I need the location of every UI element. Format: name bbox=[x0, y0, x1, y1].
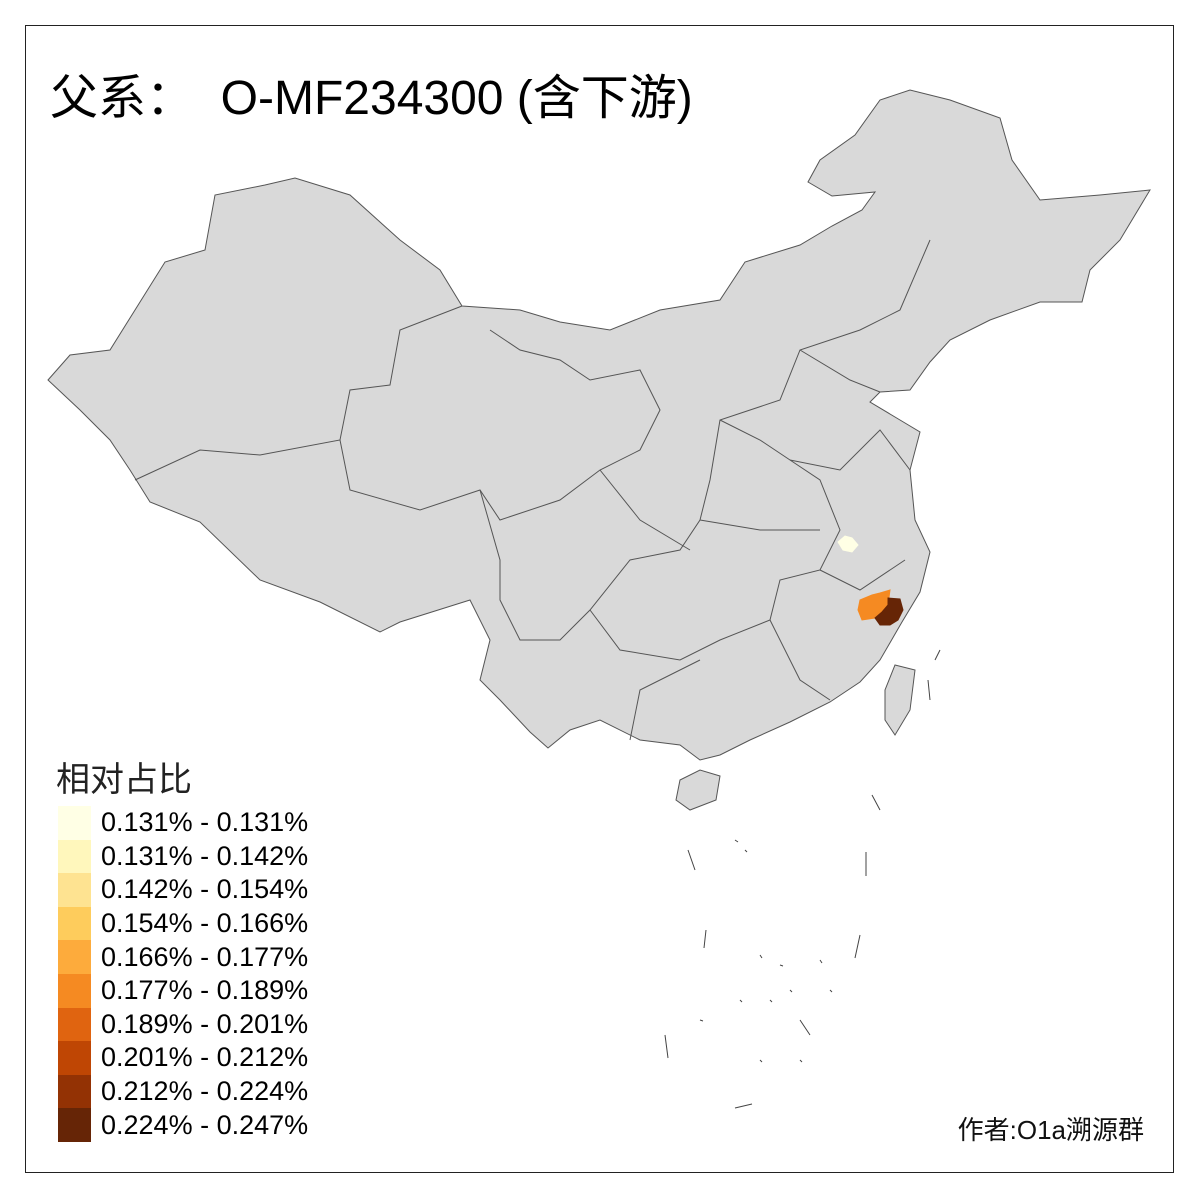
legend-item: 0.131% - 0.131% bbox=[58, 806, 308, 840]
map-title: 父系： O-MF234300 (含下游) bbox=[50, 72, 693, 125]
region-0131 bbox=[837, 535, 859, 553]
legend-item: 0.177% - 0.189% bbox=[58, 974, 308, 1008]
legend-label: 0.177% - 0.189% bbox=[101, 975, 309, 1006]
legend-label: 0.212% - 0.224% bbox=[101, 1076, 309, 1107]
legend-swatch bbox=[58, 839, 91, 874]
legend-swatch bbox=[58, 806, 91, 840]
legend-swatch bbox=[58, 1041, 91, 1075]
legend-label: 0.224% - 0.247% bbox=[101, 1109, 309, 1140]
province-borders bbox=[134, 239, 931, 741]
legend-label: 0.201% - 0.212% bbox=[101, 1042, 309, 1073]
legend-swatch bbox=[58, 906, 91, 941]
legend-item: 0.142% - 0.154% bbox=[58, 873, 308, 907]
legend-swatch bbox=[58, 1074, 91, 1109]
legend-swatch bbox=[58, 974, 91, 1008]
south-sea-islands bbox=[664, 649, 941, 1109]
plot-frame bbox=[25, 25, 1174, 1173]
mainland-china bbox=[47, 89, 1151, 761]
legend-label: 0.166% - 0.177% bbox=[101, 941, 309, 972]
legend-label: 0.154% - 0.166% bbox=[101, 908, 309, 939]
legend-swatch bbox=[58, 1007, 91, 1042]
legend-item: 0.201% - 0.212% bbox=[58, 1041, 308, 1075]
legend-item: 0.224% - 0.247% bbox=[58, 1108, 308, 1142]
legend-label: 0.131% - 0.131% bbox=[101, 807, 309, 838]
author-credit: 作者:O1a溯源群 bbox=[957, 1115, 1144, 1145]
legend-item: 0.154% - 0.166% bbox=[58, 906, 309, 941]
hainan-island bbox=[675, 769, 721, 811]
legend-label: 0.142% - 0.154% bbox=[101, 874, 309, 905]
legend-label: 0.189% - 0.201% bbox=[101, 1008, 309, 1039]
legend-swatch bbox=[58, 940, 91, 974]
legend-swatch bbox=[58, 873, 91, 907]
legend-label: 0.131% - 0.142% bbox=[101, 840, 309, 871]
region-0224-0247 bbox=[874, 597, 904, 626]
legend-item: 0.166% - 0.177% bbox=[58, 940, 308, 974]
legend-title: 相对占比 bbox=[56, 761, 192, 799]
legend-swatch bbox=[58, 1108, 91, 1142]
legend-item: 0.189% - 0.201% bbox=[58, 1007, 309, 1042]
legend-item: 0.131% - 0.142% bbox=[58, 839, 309, 874]
legend-item: 0.212% - 0.224% bbox=[58, 1074, 309, 1109]
taiwan-island bbox=[884, 664, 916, 736]
